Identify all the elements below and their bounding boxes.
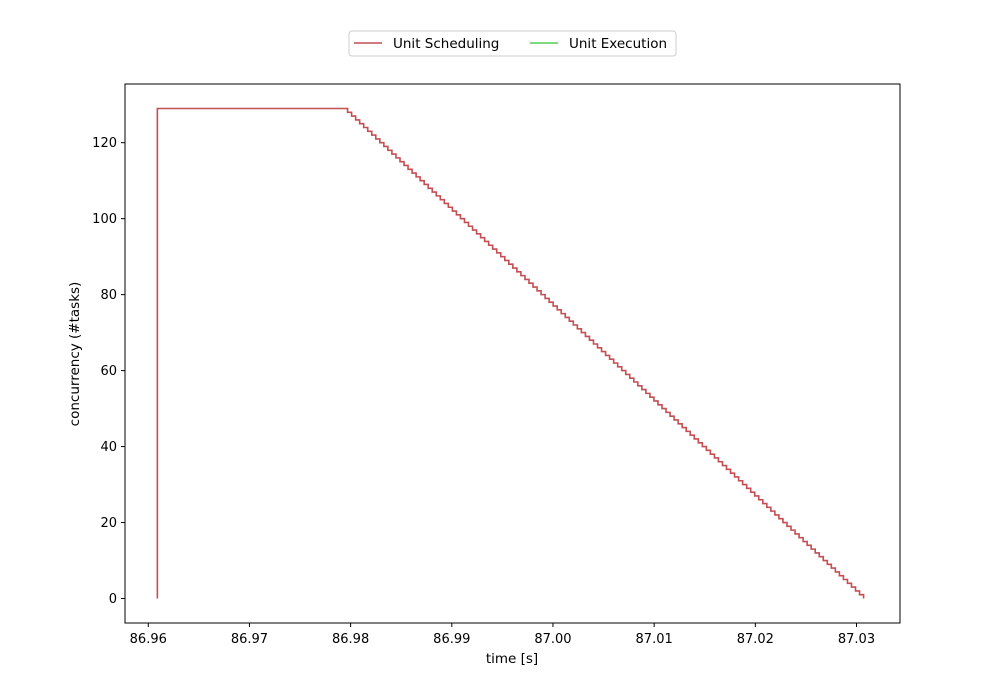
y-tick-label: 0	[109, 592, 117, 607]
x-tick-label: 86.96	[130, 632, 167, 647]
x-tick-label: 87.01	[636, 632, 673, 647]
x-tick-label: 86.98	[332, 632, 369, 647]
y-tick-label: 80	[100, 288, 117, 303]
legend-label-unit-execution: Unit Execution	[569, 36, 667, 52]
legend-label-unit-scheduling: Unit Scheduling	[393, 36, 499, 52]
y-tick-label: 100	[92, 212, 117, 227]
x-tick-label: 87.02	[737, 632, 774, 647]
series-line-unit-scheduling	[156, 107, 865, 599]
y-axis-ticks: 0 20 40 60 80 100 120	[92, 136, 125, 607]
plot-background	[125, 84, 900, 623]
x-tick-label: 87.00	[534, 632, 571, 647]
plot-area	[124, 83, 901, 624]
legend-frame	[348, 30, 677, 57]
x-tick-label: 86.97	[231, 632, 268, 647]
y-tick-label: 20	[100, 516, 117, 531]
x-tick-label: 86.99	[433, 632, 470, 647]
plot-frame	[124, 83, 901, 624]
x-tick-label: 87.03	[838, 632, 875, 647]
y-axis-label: concurrency (#tasks)	[67, 282, 83, 427]
y-tick-label: 40	[100, 440, 117, 455]
y-tick-label: 60	[100, 364, 117, 379]
x-axis-label: time [s]	[486, 651, 538, 667]
legend: Unit Scheduling Unit Execution	[348, 30, 677, 57]
y-tick-label: 120	[92, 136, 117, 151]
x-axis-ticks: 86.96 86.97 86.98 86.99 87.00 87.01 87.02 87.03	[130, 623, 875, 647]
